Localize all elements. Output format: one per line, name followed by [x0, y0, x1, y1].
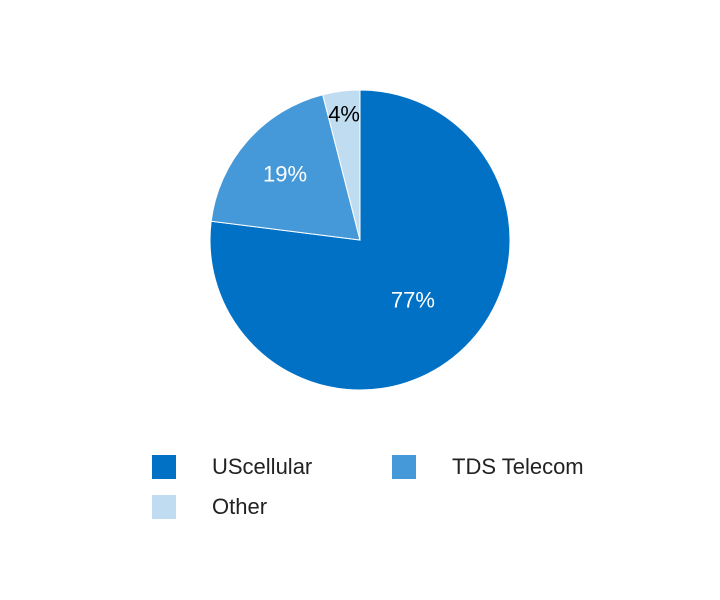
pie-label-tds-telecom: 19% — [263, 161, 307, 186]
pie-slices — [209, 89, 511, 391]
legend-label-tds-telecom: TDS Telecom — [452, 454, 584, 479]
legend-swatch-other — [152, 495, 176, 519]
legend: UScellular TDS Telecom Other — [152, 454, 632, 524]
legend-item-tds-telecom: TDS Telecom — [392, 454, 584, 480]
pie-labels: 77% 19% 4% — [263, 102, 435, 313]
legend-swatch-uscellular — [152, 455, 176, 479]
legend-item-other: Other — [152, 494, 267, 520]
legend-label-uscellular: UScellular — [212, 454, 313, 479]
pie-slice-other — [322, 89, 361, 241]
pie-label-other: 4% — [328, 102, 360, 127]
pie-chart: 77% 19% 4% — [209, 89, 511, 391]
legend-item-uscellular: UScellular — [152, 454, 312, 480]
legend-label-other: Other — [212, 494, 268, 519]
pie-slice-tds-telecom — [210, 94, 361, 241]
pie-label-uscellular: 77% — [391, 288, 435, 313]
pie-slice-uscellular — [209, 89, 511, 391]
legend-swatch-tds-telecom — [392, 455, 416, 479]
